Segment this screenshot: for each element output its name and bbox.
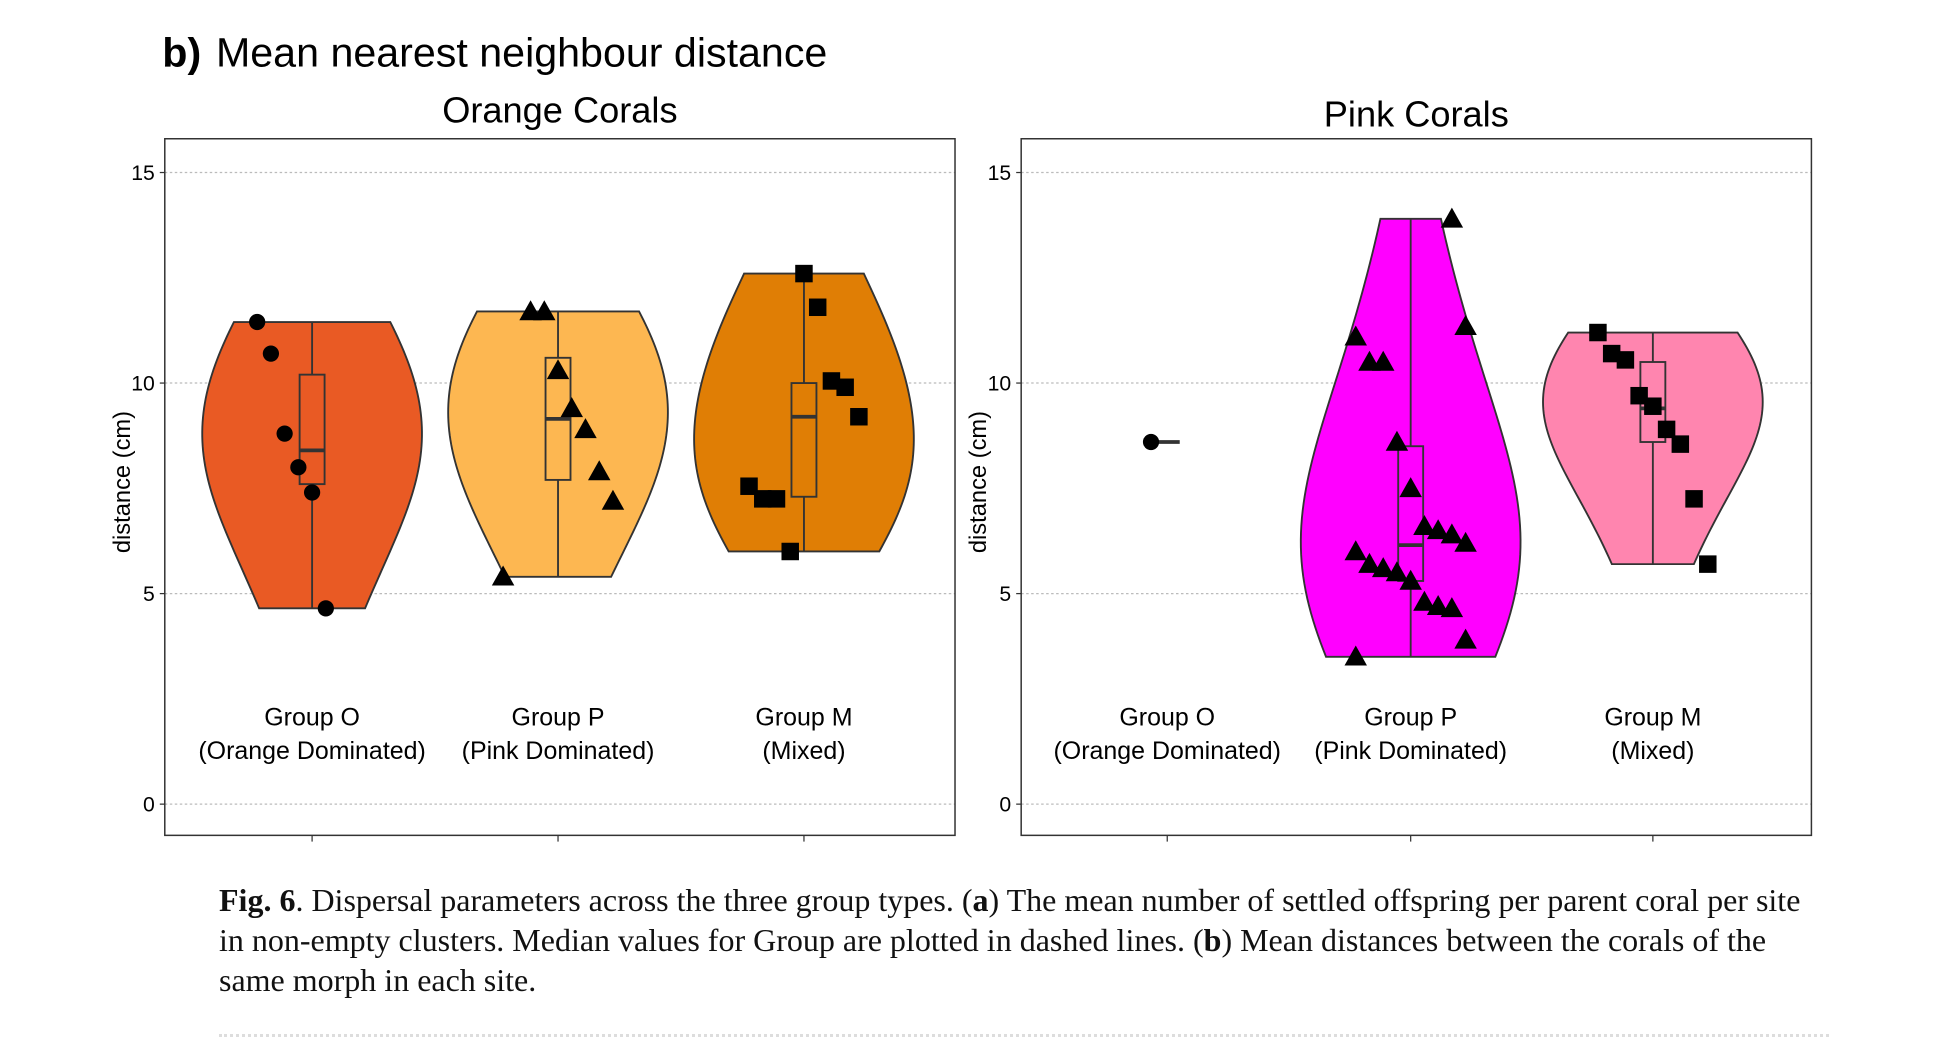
x-tick-label: Group P bbox=[512, 703, 605, 731]
figure-caption: Fig. 6. Dispersal parameters across the … bbox=[219, 880, 1829, 1000]
box-iqr bbox=[790, 382, 818, 498]
data-point bbox=[740, 477, 758, 495]
data-point bbox=[754, 490, 772, 508]
x-tick-sublabel: (Orange Dominated) bbox=[198, 737, 425, 765]
data-point bbox=[1657, 420, 1676, 439]
data-point bbox=[303, 484, 321, 501]
caption-text: . Dispersal parameters across the three … bbox=[295, 882, 973, 918]
data-point bbox=[1413, 590, 1436, 611]
data-point bbox=[1142, 433, 1160, 451]
x-tick-sublabel: (Mixed) bbox=[1611, 737, 1694, 765]
panel-label: b) bbox=[162, 29, 201, 75]
data-point bbox=[1399, 477, 1422, 498]
fig-label: Fig. 6 bbox=[219, 882, 296, 918]
y-axis-label: distance (cm) bbox=[966, 411, 992, 553]
data-point bbox=[1371, 557, 1395, 578]
data-point bbox=[1358, 552, 1381, 573]
plot-frame bbox=[1020, 138, 1813, 837]
panel-pink: Pink Corals 0 5 10 15 distance (cm) Group O (Or… bbox=[966, 93, 1813, 842]
caption-a: a bbox=[972, 882, 989, 918]
caption-b: b bbox=[1203, 922, 1222, 958]
data-point bbox=[781, 542, 799, 561]
data-point bbox=[1685, 490, 1703, 508]
data-point bbox=[850, 408, 868, 426]
data-point bbox=[1344, 325, 1367, 346]
y-tick-label: 10 bbox=[131, 373, 155, 396]
data-point bbox=[262, 345, 280, 362]
data-point bbox=[1413, 514, 1436, 535]
data-point bbox=[560, 397, 583, 418]
data-point bbox=[1630, 386, 1648, 405]
data-point bbox=[1440, 523, 1464, 544]
data-point bbox=[1589, 323, 1607, 342]
group-group-m: Group M (Mixed) bbox=[693, 264, 915, 842]
data-point bbox=[767, 490, 786, 508]
divider bbox=[219, 1034, 1829, 1037]
data-point bbox=[1602, 344, 1621, 363]
group-group-o: Group O (Orange Dominated) bbox=[198, 313, 426, 842]
data-point bbox=[808, 298, 827, 317]
data-point bbox=[1644, 397, 1662, 415]
panel-title: Orange Corals bbox=[442, 90, 677, 131]
x-tick-sublabel: (Orange Dominated) bbox=[1054, 737, 1281, 765]
plot-frame bbox=[164, 138, 956, 837]
x-tick-sublabel: (Mixed) bbox=[762, 737, 845, 765]
data-point bbox=[1454, 628, 1477, 649]
data-point bbox=[836, 378, 854, 397]
data-point bbox=[1426, 594, 1450, 615]
data-point bbox=[587, 460, 611, 481]
data-point bbox=[1399, 569, 1422, 590]
y-tick-label: 0 bbox=[999, 794, 1011, 817]
box-iqr bbox=[1397, 445, 1425, 582]
data-point bbox=[1440, 597, 1464, 618]
x-tick-label: Group O bbox=[264, 703, 360, 731]
y-tick-label: 15 bbox=[131, 162, 155, 185]
caption-text: ) The mean number of settled offspring p… bbox=[219, 882, 1801, 958]
data-point bbox=[1671, 435, 1690, 453]
data-point bbox=[1385, 430, 1409, 451]
group-group-p: Group P (Pink Dominated) bbox=[447, 300, 669, 842]
x-tick-sublabel: (Pink Dominated) bbox=[462, 737, 655, 765]
y-tick-label: 5 bbox=[999, 583, 1011, 606]
data-point bbox=[1344, 540, 1367, 561]
group-group-p: Group P (Pink Dominated) bbox=[1299, 207, 1522, 842]
y-axis-label: distance (cm) bbox=[110, 411, 136, 553]
x-tick-label: Group M bbox=[1604, 703, 1701, 731]
data-point bbox=[546, 359, 570, 380]
data-point bbox=[1454, 531, 1477, 552]
data-point bbox=[1454, 314, 1477, 335]
panel-orange: Orange Corals 0 5 10 15 distance (cm) Group O (… bbox=[110, 90, 956, 842]
data-point bbox=[317, 600, 334, 617]
caption-text: ) Mean distances between the corals of t… bbox=[219, 922, 1767, 998]
x-tick-sublabel: (Pink Dominated) bbox=[1314, 737, 1507, 765]
y-tick-label: 10 bbox=[988, 373, 1012, 396]
data-point bbox=[1616, 351, 1635, 369]
x-tick-label: Group M bbox=[755, 703, 852, 731]
data-point bbox=[1440, 207, 1464, 228]
data-point bbox=[1385, 561, 1409, 582]
panel-title: Pink Corals bbox=[1324, 93, 1509, 134]
group-group-m: Group M (Mixed) bbox=[1542, 323, 1764, 842]
data-point bbox=[822, 372, 841, 390]
data-point bbox=[1371, 350, 1395, 371]
data-point bbox=[1699, 555, 1717, 573]
group-group-o: Group O (Orange Dominated) bbox=[1054, 433, 1281, 842]
y-tick-label: 15 bbox=[988, 162, 1012, 185]
data-point bbox=[1426, 519, 1450, 540]
data-point bbox=[276, 425, 293, 442]
data-point bbox=[491, 565, 515, 586]
data-point bbox=[601, 489, 625, 510]
y-tick-label: 0 bbox=[143, 794, 155, 817]
data-point bbox=[290, 459, 307, 476]
data-point bbox=[795, 264, 813, 283]
data-point bbox=[533, 300, 556, 321]
x-tick-label: Group O bbox=[1119, 703, 1215, 731]
chart-title: Mean nearest neighbour distance bbox=[216, 29, 827, 75]
data-point bbox=[1344, 645, 1367, 666]
data-point bbox=[574, 418, 597, 439]
x-tick-label: Group P bbox=[1364, 703, 1457, 731]
y-tick-label: 5 bbox=[143, 583, 155, 606]
data-point bbox=[249, 313, 266, 331]
